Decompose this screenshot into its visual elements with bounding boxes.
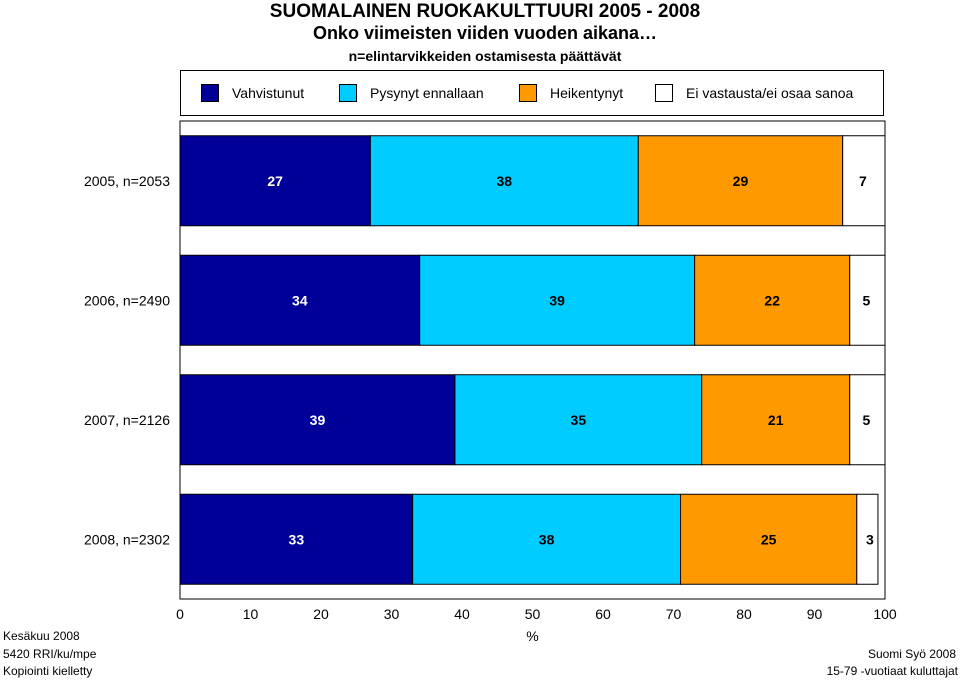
data-label: 21 [768,412,784,428]
bar-pysynyt-ennallaan-0 [369,135,639,227]
data-label: 39 [549,292,565,308]
x-tick-label: 0 [176,606,184,622]
data-label: 3 [866,531,874,547]
legend-label: Ei vastausta/ei osaa sanoa [686,85,854,101]
legend-item-heikentynyt: Heikentynyt [519,83,623,103]
chart-title: SUOMALAINEN RUOKAKULTTUURI 2005 - 2008 [269,1,701,22]
footer-code: 5420 RRI/ku/mpe [3,647,97,661]
bar-heikentynyt-2 [701,374,851,466]
data-label: 29 [733,173,749,189]
legend-item-ei-vastausta: Ei vastausta/ei osaa sanoa [655,83,853,103]
footer-population: 15-79 -vuotiaat kuluttajat [826,664,958,678]
data-label: 34 [292,292,308,308]
legend-item-pysynyt-ennallaan: Pysynyt ennallaan [339,83,484,103]
legend-label: Vahvistunut [232,85,305,101]
category-label: 2008, n=2302 [84,531,170,547]
bar-pysynyt-ennallaan-1 [419,254,696,346]
legend-swatch [519,84,537,102]
x-tick-label: 90 [807,606,823,622]
legend-swatch [655,84,673,102]
bar-pysynyt-ennallaan-3 [412,493,682,585]
category-label: 2007, n=2126 [84,412,170,428]
data-label: 39 [310,412,326,428]
data-label: 38 [497,173,513,189]
bar-vahvistunut-2 [179,374,456,466]
data-label: 5 [862,292,870,308]
x-axis-label: % [526,628,538,644]
x-tick-label: 30 [384,606,400,622]
bar-vahvistunut-1 [179,254,421,346]
bar-ei-vastausta-ei-osaa-sanoa-3 [856,493,879,585]
category-label: 2006, n=2490 [84,292,170,308]
data-label: 35 [571,412,587,428]
data-label: 7 [859,173,867,189]
bar-ei-vastausta-ei-osaa-sanoa-0 [842,135,886,227]
legend-label: Heikentynyt [550,85,624,101]
footer-survey: Suomi Syö 2008 [867,647,956,661]
bar-heikentynyt-1 [694,254,851,346]
data-label: 5 [862,412,870,428]
bar-pysynyt-ennallaan-2 [454,374,703,466]
data-label: 27 [267,173,283,189]
x-tick-label: 20 [313,606,329,622]
bar-vahvistunut-3 [179,493,414,585]
bar-heikentynyt-0 [637,135,844,227]
data-label: 33 [289,531,305,547]
x-tick-label: 50 [525,606,541,622]
footer-copyright: Kopiointi kielletty [3,664,93,678]
legend-item-vahvistunut: Vahvistunut [201,83,304,103]
x-tick-label: 10 [243,606,259,622]
x-tick-label: 60 [595,606,611,622]
x-tick-label: 80 [736,606,752,622]
data-label: 25 [761,531,777,547]
x-tick-label: 100 [873,606,897,622]
x-tick-label: 40 [454,606,470,622]
bar-vahvistunut-0 [179,135,371,227]
bar-heikentynyt-3 [680,493,858,585]
legend-swatch [339,84,357,102]
chart-note: n=elintarvikkeiden ostamisesta päättävät [348,48,622,64]
legend-label: Pysynyt ennallaan [370,85,484,101]
bar-ei-vastausta-ei-osaa-sanoa-2 [849,374,886,466]
data-label: 38 [539,531,555,547]
footer-date: Kesäkuu 2008 [3,629,80,643]
x-tick-label: 70 [666,606,682,622]
bar-ei-vastausta-ei-osaa-sanoa-1 [849,254,886,346]
category-label: 2005, n=2053 [84,173,170,189]
legend-swatch [201,84,219,102]
chart-legend: Vahvistunut Pysynyt ennallaan Heikentyny… [180,70,884,116]
data-label: 22 [764,292,780,308]
chart-subtitle: Onko viimeisten viiden vuoden aikana… [312,23,658,43]
